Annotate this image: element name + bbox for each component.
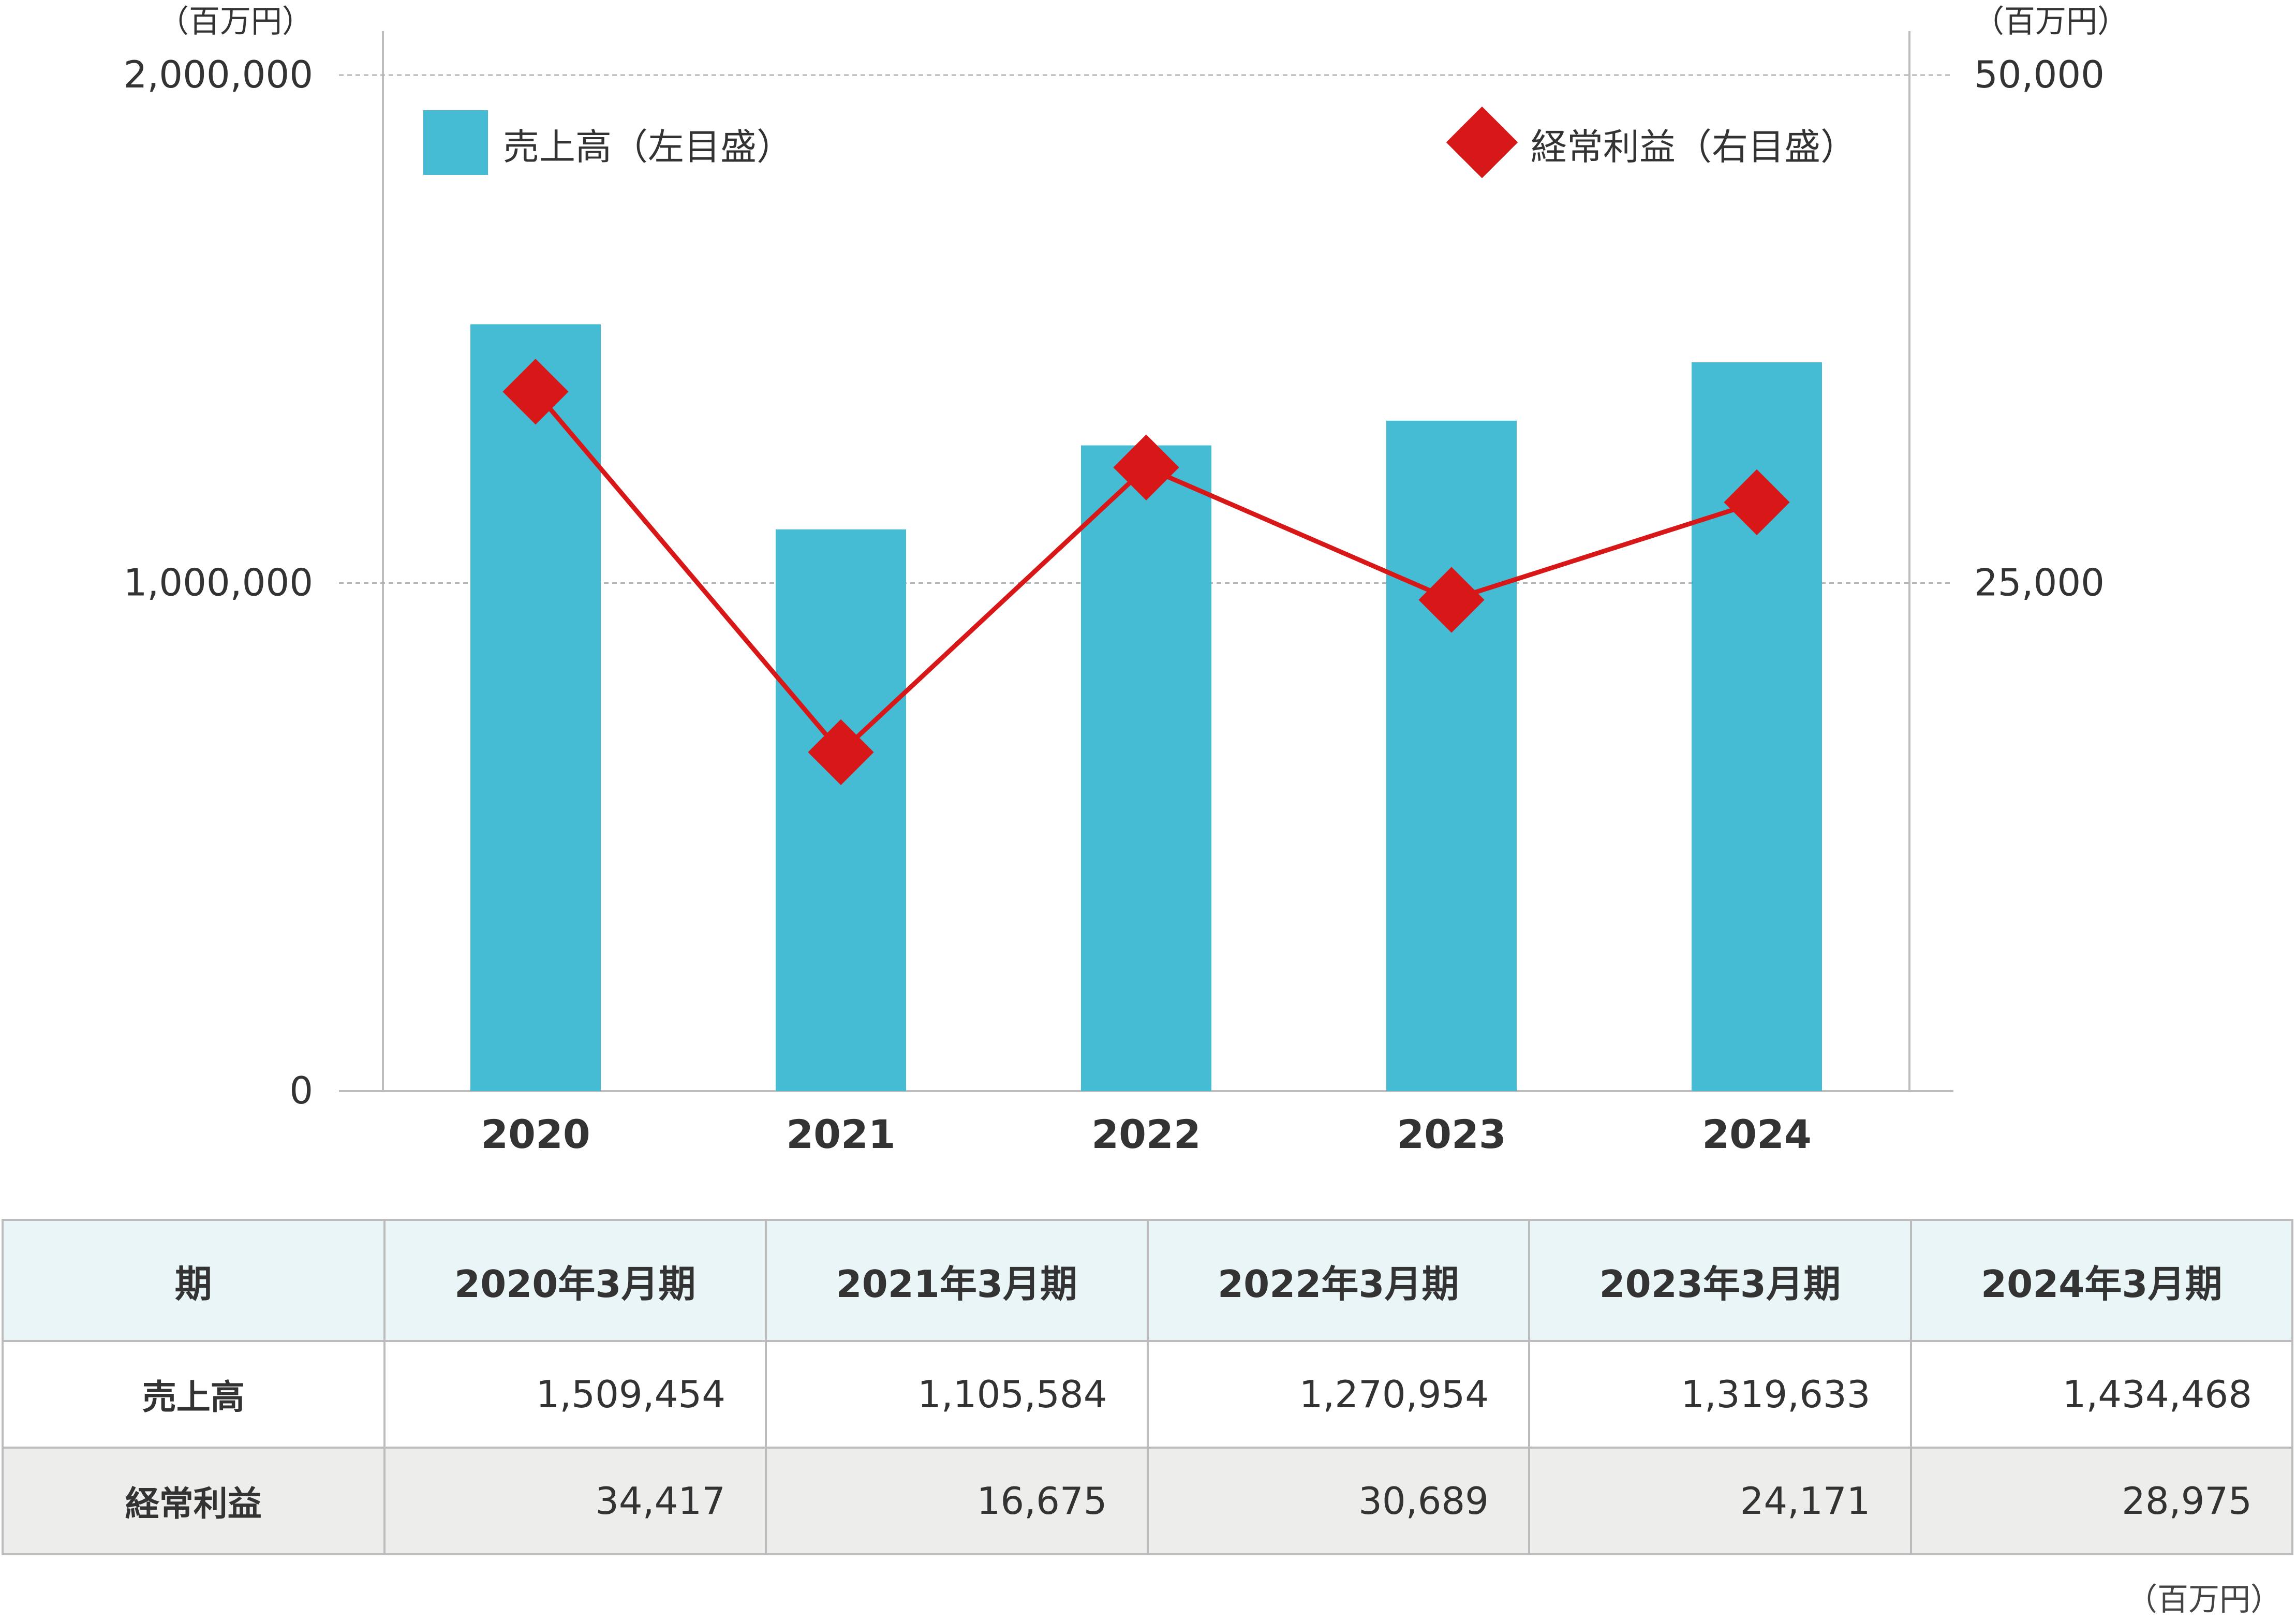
data-table: 期 2020年3月期 2021年3月期 2022年3月期 2023年3月期 20… — [2, 1219, 2293, 1555]
x-tick-label: 2021 — [786, 1111, 896, 1157]
table-row-sales: 売上高 1,509,454 1,105,584 1,270,954 1,319,… — [2, 1340, 2293, 1449]
left-tick-label: 0 — [289, 1069, 313, 1112]
table-unit-note: （百万円） — [2126, 1582, 2282, 1618]
left-tick-label: 2,000,000 — [124, 53, 313, 96]
profit-point — [1113, 434, 1179, 500]
chart: （百万円） （百万円） 0 1,000,000 2,000,000 25,000 50,… — [124, 4, 2128, 1157]
table-header-cell: 2022年3月期 — [1146, 1219, 1530, 1342]
table-header-row: 期 2020年3月期 2021年3月期 2022年3月期 2023年3月期 20… — [2, 1219, 2293, 1342]
bar — [1386, 420, 1517, 1091]
x-tick-label: 2024 — [1702, 1111, 1812, 1157]
x-tick-label: 2023 — [1397, 1111, 1506, 1157]
legend-label-profit: 経常利益（右目盛） — [1531, 126, 1857, 168]
profit-line — [502, 359, 1790, 785]
table-cell: 1,270,954 — [1146, 1340, 1530, 1449]
sales-bars — [470, 324, 1822, 1092]
table-header-cell: 2020年3月期 — [383, 1219, 767, 1342]
bar — [776, 529, 906, 1091]
table-cell: 1,105,584 — [765, 1340, 1149, 1449]
table-header-cell: 2024年3月期 — [1909, 1219, 2293, 1342]
bar — [1081, 445, 1211, 1092]
legend-label-sales: 売上高（左目盛） — [503, 126, 793, 168]
axes: （百万円） （百万円） 0 1,000,000 2,000,000 25,000 50,… — [124, 4, 2128, 1157]
left-axis-unit: （百万円） — [158, 4, 313, 40]
right-axis-unit: （百万円） — [1973, 4, 2128, 40]
table-cell: 1,509,454 — [383, 1340, 767, 1449]
profit-point — [1724, 469, 1790, 536]
table-cell: 1,319,633 — [1528, 1340, 1912, 1449]
table-cell: 16,675 — [765, 1447, 1149, 1555]
table-cell: 24,171 — [1528, 1447, 1912, 1555]
x-tick-label: 2020 — [481, 1111, 590, 1157]
bar — [470, 324, 601, 1091]
row-label-profit: 経常利益 — [2, 1447, 386, 1555]
x-tick-label: 2022 — [1091, 1111, 1201, 1157]
profit-point — [808, 719, 874, 785]
right-tick-label: 25,000 — [1974, 561, 2105, 605]
table-cell: 1,434,468 — [1909, 1340, 2293, 1449]
table-header-cell: 2023年3月期 — [1528, 1219, 1912, 1342]
profit-point — [1418, 567, 1485, 633]
right-tick-label: 50,000 — [1974, 53, 2105, 96]
left-tick-label: 1,000,000 — [124, 561, 313, 605]
table-cell: 28,975 — [1909, 1447, 2293, 1555]
table-cell: 30,689 — [1146, 1447, 1530, 1555]
table-cell: 34,417 — [383, 1447, 767, 1555]
legend: 売上高（左目盛） 経常利益（右目盛） — [423, 106, 1857, 179]
row-label-sales: 売上高 — [2, 1340, 386, 1449]
profit-point — [502, 359, 569, 425]
table-header-cell: 2021年3月期 — [765, 1219, 1149, 1342]
table-header-period: 期 — [2, 1219, 386, 1342]
legend-swatch-sales — [423, 110, 488, 175]
table-row-profit: 経常利益 34,417 16,675 30,689 24,171 28,975 — [2, 1447, 2293, 1555]
legend-marker-profit — [1446, 106, 1518, 179]
